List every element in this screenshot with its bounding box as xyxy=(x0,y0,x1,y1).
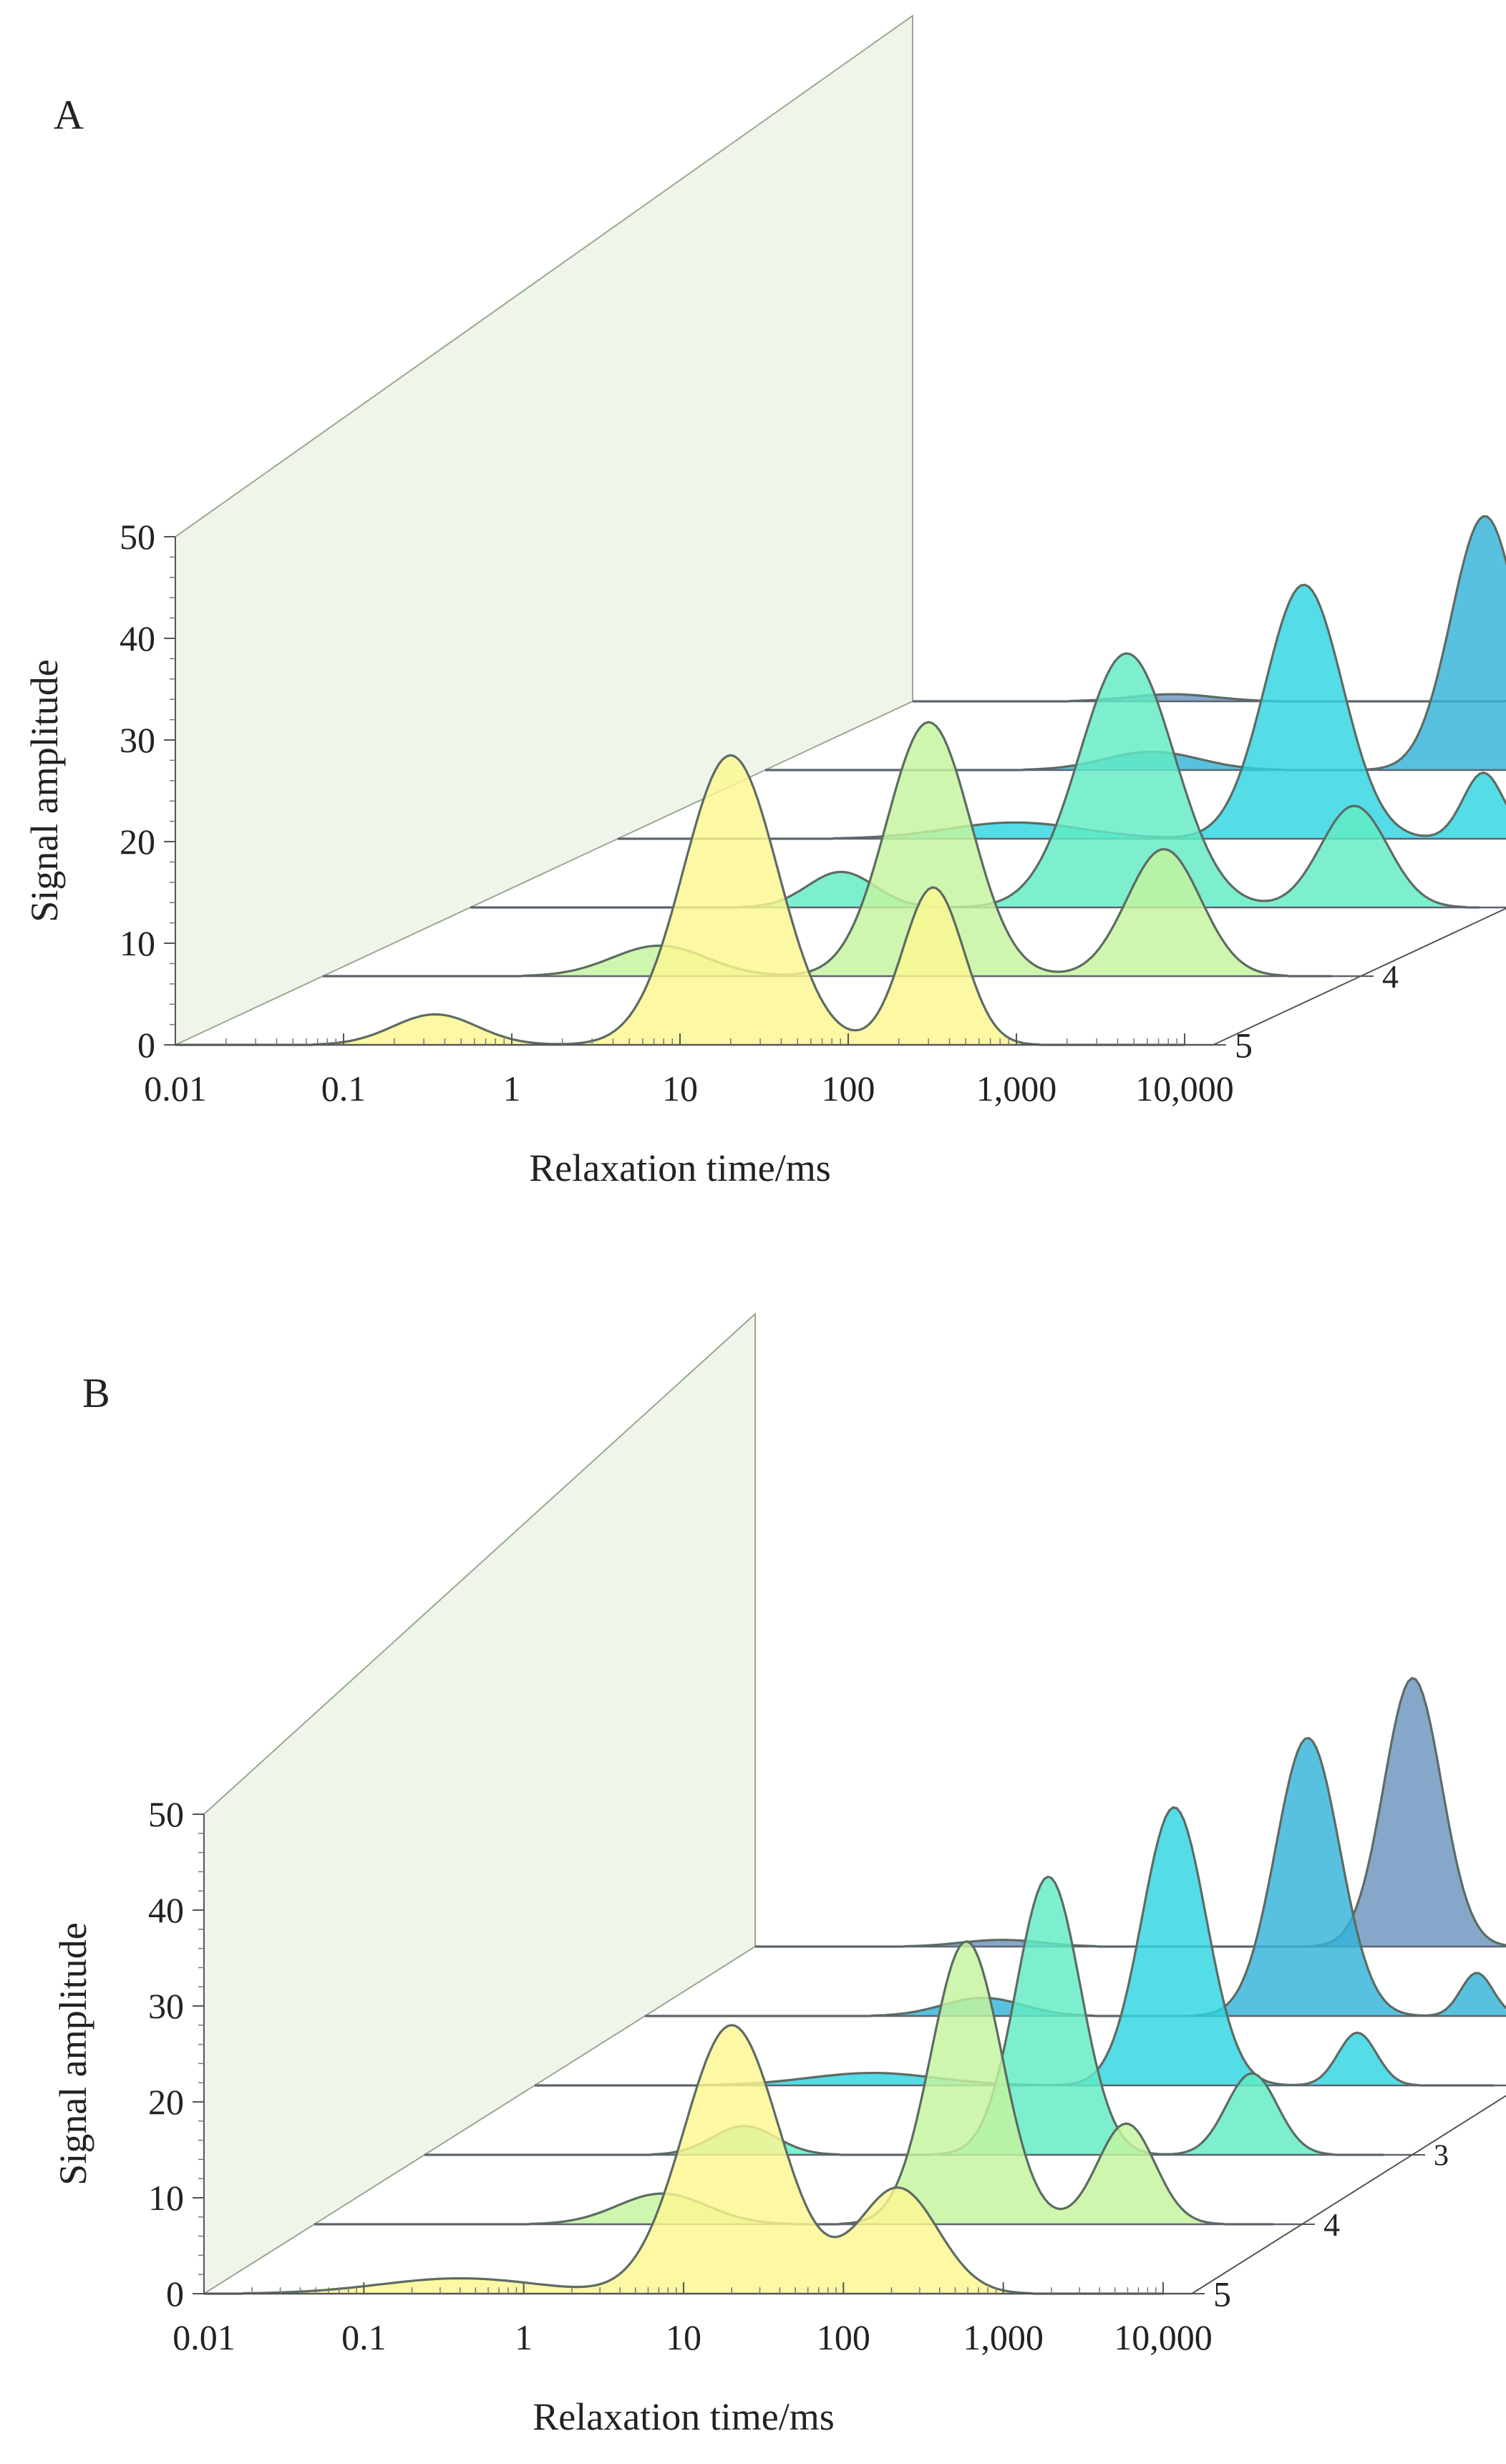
x-tick-label: 1 xyxy=(503,1068,521,1109)
z-tick-label: 3 xyxy=(1434,2140,1449,2173)
x-tick-label: 1,000 xyxy=(976,1068,1057,1109)
z-tick-label: 5 xyxy=(1235,1026,1253,1066)
panel-b: 0 10 20 30 40 50 Signal amplitude 0.01 0.1 1 10 100… xyxy=(0,1232,1506,2464)
x-tick-label: 0.01 xyxy=(173,2317,235,2357)
x-tick-label: 0.01 xyxy=(144,1068,207,1109)
x-tick-label: 10 xyxy=(662,1068,698,1109)
series-2-area xyxy=(618,585,1506,839)
panel-label: A xyxy=(54,92,84,138)
series-5-area xyxy=(204,2025,1163,2294)
series-4 xyxy=(323,721,1361,978)
z-tick-label: 4 xyxy=(1382,958,1399,995)
series-0-line xyxy=(913,693,1506,703)
y-tick-label: 10 xyxy=(148,2178,184,2218)
y-axis-label: Signal amplitude xyxy=(52,1922,94,2185)
panel-a: 0 10 20 30 40 50 Signal amplitude 0.01 0.1 1 10 100… xyxy=(23,14,1506,1189)
z-axis xyxy=(1213,907,1506,1046)
y-tick-label: 0 xyxy=(137,1025,155,1065)
series-1-area xyxy=(645,1738,1506,2016)
z-tick-label: 5 xyxy=(1213,2274,1231,2314)
y-tick-label: 20 xyxy=(148,2082,184,2122)
back-wall xyxy=(203,1312,756,2295)
x-tick-label: 100 xyxy=(817,2317,870,2357)
chart-b: 0 10 20 30 40 50 Signal amplitude 0.01 0.1 1 10 100… xyxy=(52,1312,1506,2438)
z-tick-label: 4 xyxy=(1323,2206,1340,2243)
series-0 xyxy=(755,1677,1506,1948)
y-tick-label: 50 xyxy=(148,1794,184,1834)
chart-a: 0 10 20 30 40 50 Signal amplitude 0.01 0.1 1 10 100… xyxy=(23,14,1506,1189)
series-1-area xyxy=(765,516,1506,770)
y-tick-label: 30 xyxy=(120,720,155,760)
x-tick-label: 1 xyxy=(515,2317,533,2357)
series-0-area xyxy=(913,694,1506,701)
panel-label: B xyxy=(82,1370,110,1416)
x-tick-label: 10,000 xyxy=(1135,1068,1234,1109)
x-tick-label: 0.1 xyxy=(341,2317,387,2357)
y-tick-label: 20 xyxy=(120,822,155,862)
x-tick-label: 0.1 xyxy=(321,1068,366,1109)
x-tick-label: 10,000 xyxy=(1114,2317,1213,2357)
series-3-area xyxy=(424,1876,1384,2155)
x-tick-label: 10 xyxy=(666,2317,701,2357)
x-axis-label: Relaxation time/ms xyxy=(529,1146,830,1189)
series-0-area xyxy=(755,1678,1506,1947)
y-tick-label: 10 xyxy=(120,923,155,963)
x-tick-label: 100 xyxy=(822,1068,875,1109)
y-tick-label: 50 xyxy=(120,517,155,557)
x-axis-label: Relaxation time/ms xyxy=(533,2395,834,2438)
y-tick-label: 40 xyxy=(148,1890,184,1930)
y-tick-label: 0 xyxy=(166,2274,184,2314)
series-3-area xyxy=(470,653,1480,907)
y-axis-label: Signal amplitude xyxy=(23,659,66,922)
x-tick-label: 1,000 xyxy=(963,2317,1044,2357)
series-5-area xyxy=(175,755,1185,1045)
y-tick-label: 30 xyxy=(148,1986,184,2026)
series-0 xyxy=(913,693,1506,703)
z-axis xyxy=(1191,2095,1506,2294)
y-tick-label: 40 xyxy=(120,618,155,658)
